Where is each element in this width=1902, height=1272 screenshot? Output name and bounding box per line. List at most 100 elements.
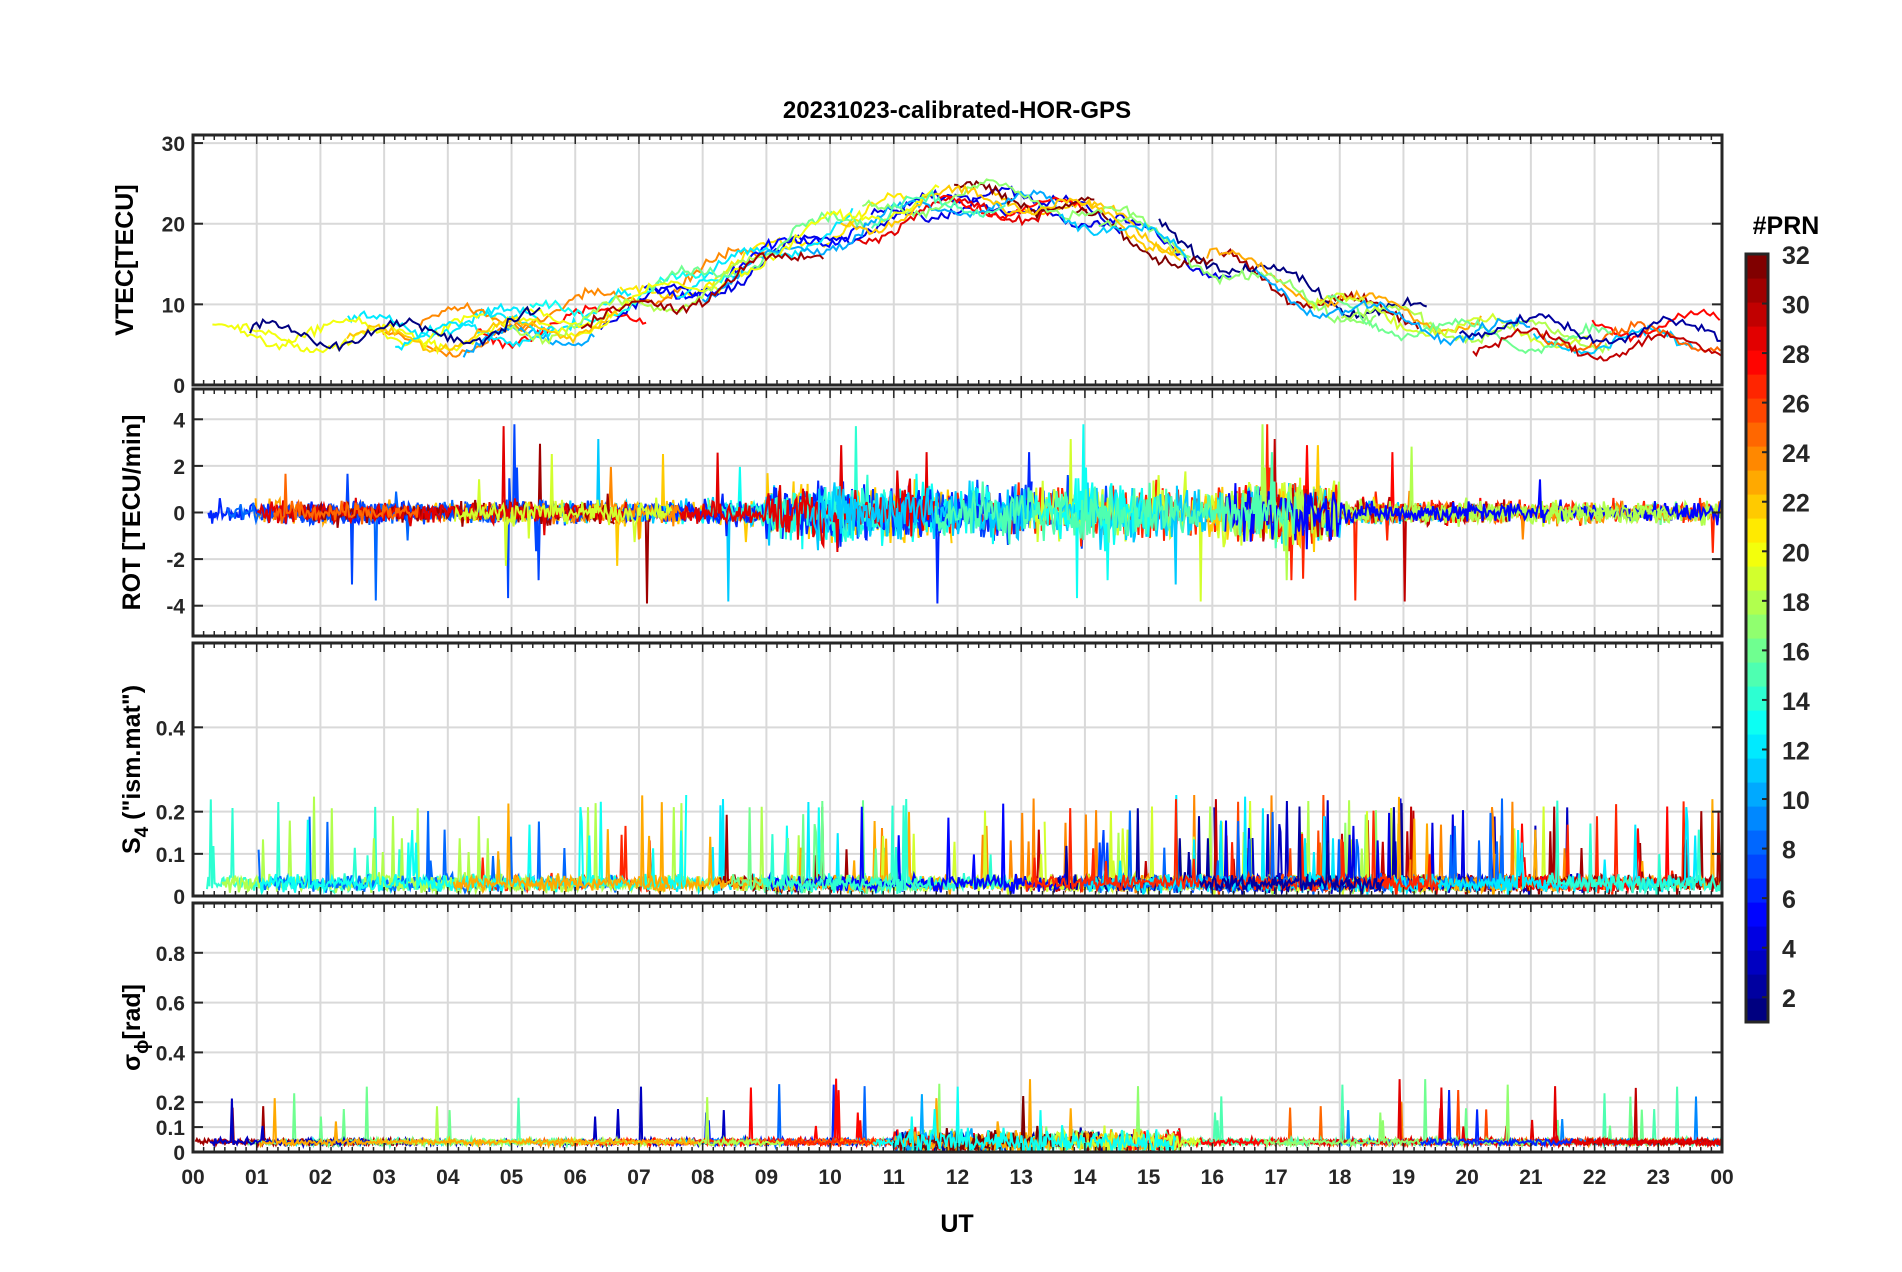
y-tick-label: 0.4 xyxy=(156,717,186,740)
trace-line xyxy=(1546,800,1722,896)
colorbar-level xyxy=(1746,398,1768,423)
x-tick-label: 14 xyxy=(1073,1166,1097,1189)
colorbar-tick-label: 18 xyxy=(1782,589,1810,617)
chart-title: 20231023-calibrated-HOR-GPS xyxy=(783,97,1131,124)
y-tick-label: 0.6 xyxy=(156,993,185,1016)
y-tick-label: 10 xyxy=(162,294,185,317)
colorbar-level xyxy=(1746,446,1768,471)
trace-line xyxy=(453,453,673,566)
colorbar-level xyxy=(1746,902,1768,927)
traces-sigma_phi xyxy=(194,1078,1722,1152)
trace-line xyxy=(382,319,537,358)
x-tick-label: 23 xyxy=(1647,1166,1670,1189)
y-tick-label: 0 xyxy=(173,1142,185,1165)
trace-line xyxy=(954,179,1095,221)
trace-line xyxy=(580,250,825,330)
colorbar-level xyxy=(1746,974,1768,999)
y-tick-label: 0 xyxy=(173,886,185,909)
trace-line xyxy=(1219,248,1420,330)
colorbar-level xyxy=(1746,278,1768,303)
colorbar-level xyxy=(1746,710,1768,735)
colorbar-level xyxy=(1746,782,1768,807)
y-axis-label: σϕ[rad] xyxy=(118,984,153,1071)
x-tick-label: 01 xyxy=(245,1166,269,1189)
trace-line xyxy=(645,210,868,293)
colorbar-level xyxy=(1746,662,1768,687)
x-axis-label: UT xyxy=(940,1210,973,1238)
x-tick-label: 18 xyxy=(1328,1166,1352,1189)
trace-line xyxy=(1058,213,1188,259)
trace-line xyxy=(395,321,556,352)
x-tick-label: 06 xyxy=(564,1166,587,1189)
panel-s4: 0 0.1 0.2 0.4S4 ("ism.mat") xyxy=(118,641,1724,909)
colorbar-frame xyxy=(1744,252,1770,1024)
x-tick-label: 21 xyxy=(1519,1166,1543,1189)
colorbar-tick-label: 10 xyxy=(1782,787,1810,815)
colorbar-level xyxy=(1746,734,1768,759)
colorbar-tick-label: 12 xyxy=(1782,737,1810,765)
trace-line xyxy=(212,313,497,351)
y-axis-label: ROT [TECU/min] xyxy=(118,415,146,611)
trace-line xyxy=(1472,327,1722,362)
y-tick-label: -2 xyxy=(166,549,185,572)
x-tick-label: 00 xyxy=(1710,1166,1733,1189)
trace-line xyxy=(239,315,611,356)
colorbar-level xyxy=(1746,470,1768,495)
x-tick-label: 02 xyxy=(309,1166,332,1189)
colorbar-level xyxy=(1746,926,1768,951)
x-tick-label: 15 xyxy=(1137,1166,1161,1189)
trace-line xyxy=(1199,806,1385,895)
y-tick-label: 0.1 xyxy=(156,844,186,867)
x-tick-label: 19 xyxy=(1392,1166,1415,1189)
x-tick-label: 05 xyxy=(500,1166,524,1189)
y-tick-label: 4 xyxy=(173,409,185,432)
x-tick-label: 12 xyxy=(946,1166,969,1189)
trace-line xyxy=(872,1086,1177,1152)
colorbar-level xyxy=(1746,854,1768,879)
panel-vtec: 0 10 20 30 VTEC[TECU] xyxy=(111,133,1724,398)
colorbar-level xyxy=(1746,758,1768,783)
traces-rot xyxy=(207,424,1722,604)
trace-line xyxy=(861,178,1191,259)
traces-s4 xyxy=(206,794,1722,896)
trace-line xyxy=(273,473,420,525)
y-tick-label: 20 xyxy=(162,214,185,237)
colorbar-tick-label: 16 xyxy=(1782,638,1810,666)
x-tick-label: 04 xyxy=(436,1166,460,1189)
trace-line xyxy=(934,452,1298,549)
colorbar-level xyxy=(1746,518,1768,543)
y-tick-label: 0.2 xyxy=(156,802,185,825)
colorbar-tick-label: 4 xyxy=(1782,936,1796,964)
x-tick-label: 09 xyxy=(755,1166,778,1189)
colorbar-level xyxy=(1746,494,1768,519)
x-tick-label: 07 xyxy=(627,1166,650,1189)
colorbar-tick-label: 26 xyxy=(1782,391,1810,419)
colorbar-tick-label: 30 xyxy=(1782,292,1810,320)
colorbar-level xyxy=(1746,566,1768,591)
trace-line xyxy=(809,480,1036,551)
y-axis-label: VTEC[TECU] xyxy=(111,184,139,335)
x-tick-label: 03 xyxy=(372,1166,395,1189)
colorbar-level xyxy=(1746,686,1768,711)
colorbar-tick-label: 28 xyxy=(1782,341,1810,369)
y-tick-label: -4 xyxy=(166,596,185,619)
x-tick-label: 00 xyxy=(181,1166,204,1189)
colorbar-tick-label: 22 xyxy=(1782,490,1810,518)
y-tick-label: 0.1 xyxy=(156,1117,186,1140)
colorbar-label: #PRN xyxy=(1753,212,1820,240)
trace-line xyxy=(937,194,1088,222)
trace-line xyxy=(452,795,671,895)
y-tick-label: 0 xyxy=(173,375,185,398)
trace-line xyxy=(677,207,854,299)
x-tick-label: 16 xyxy=(1201,1166,1224,1189)
panel-sigma_phi: 00.10.2 0.4 0.6 0.8σϕ[rad] 00 01 02 03 04 05 06 07 0… xyxy=(118,901,1734,1189)
traces-vtec xyxy=(212,178,1722,362)
y-tick-label: 0 xyxy=(173,503,185,526)
x-tick-label: 11 xyxy=(883,1166,906,1189)
colorbar-level xyxy=(1746,374,1768,399)
trace-line xyxy=(1307,292,1589,349)
colorbar-tick-label: 32 xyxy=(1782,242,1810,270)
x-tick-label: 10 xyxy=(818,1166,841,1189)
x-tick-label: 13 xyxy=(1010,1166,1033,1189)
y-tick-label: 0.4 xyxy=(156,1042,186,1065)
